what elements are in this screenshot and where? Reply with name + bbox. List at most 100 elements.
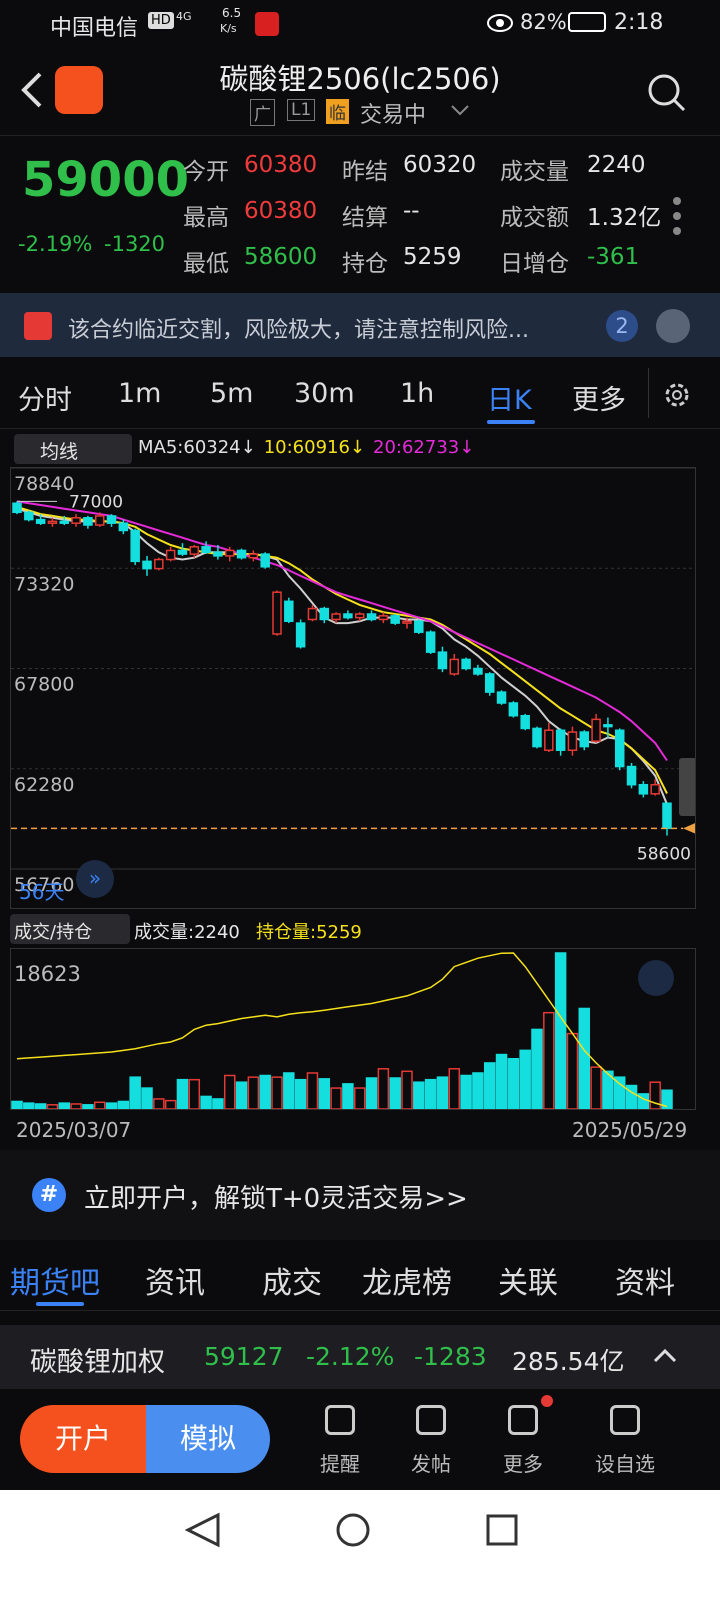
y-tick-label: 73320	[14, 573, 74, 595]
candle-body	[224, 549, 235, 557]
content-tab[interactable]: 资讯	[145, 1266, 205, 1301]
zoom-button[interactable]: »	[76, 860, 114, 898]
period-tab[interactable]: 1m	[118, 378, 162, 409]
search-button[interactable]	[646, 72, 688, 114]
candle-body	[544, 729, 554, 751]
content-tab[interactable]: 资料	[615, 1266, 675, 1301]
tag: 广	[250, 99, 275, 126]
volume-bar	[342, 1083, 354, 1109]
field-label: 成交额	[500, 205, 569, 231]
index-change-pct: -2.12%	[306, 1342, 395, 1371]
action-icon[interactable]	[508, 1405, 538, 1435]
volume-bar	[424, 1078, 437, 1109]
eye-icon	[487, 14, 513, 32]
settings-button[interactable]	[660, 378, 694, 412]
demo-button[interactable]: 模拟	[146, 1405, 270, 1473]
candle-body	[118, 522, 129, 532]
carrier: 中国电信	[50, 16, 139, 41]
candle-body	[307, 607, 318, 621]
expand-button[interactable]	[656, 309, 690, 343]
volume-bar	[223, 1074, 236, 1109]
volume-bar	[235, 1081, 248, 1109]
period-tab[interactable]: 分时	[18, 385, 72, 416]
promo-banner[interactable]	[0, 1150, 720, 1240]
volume-bar	[330, 1087, 342, 1109]
speed-value: 6.5	[222, 6, 242, 20]
action-icon[interactable]	[416, 1405, 446, 1435]
candle-body	[508, 702, 519, 717]
divider	[648, 368, 649, 418]
action-icon[interactable]	[610, 1405, 640, 1435]
volume-bar	[566, 1032, 579, 1109]
volume-bar	[613, 1076, 626, 1109]
field-value: 5259	[403, 244, 462, 270]
y-tick-label: 67800	[14, 674, 74, 696]
volume-bar	[70, 1103, 82, 1109]
back-button[interactable]	[16, 70, 46, 110]
volume-selector[interactable]: 成交/持仓	[10, 914, 130, 944]
candle-body	[484, 673, 495, 693]
volume-bar	[164, 1099, 177, 1109]
chevron	[451, 105, 469, 116]
action-label[interactable]: 设自选	[595, 1452, 655, 1476]
field-label: 最高	[183, 205, 229, 231]
action-icon[interactable]	[325, 1405, 355, 1435]
days-label: 56天	[19, 880, 65, 904]
volume-bar	[23, 1102, 35, 1109]
open-account-button[interactable]: 开户	[20, 1405, 146, 1473]
content-tab[interactable]: 成交	[262, 1266, 322, 1301]
candle-body	[437, 651, 448, 670]
volume-bar	[578, 1007, 591, 1109]
contract-title: 碳酸锂2506(lc2506)	[219, 62, 501, 96]
trade-status[interactable]: 交易中	[360, 103, 427, 128]
candle-body	[236, 549, 247, 559]
divider	[0, 135, 720, 136]
nav-buttons[interactable]	[180, 1505, 540, 1555]
more-dots[interactable]	[670, 196, 684, 236]
candle-body	[142, 560, 152, 570]
content-tab[interactable]: 期货吧	[10, 1266, 100, 1301]
clock: 2:18	[614, 10, 664, 35]
volume-bar	[401, 1070, 413, 1109]
index-bar[interactable]	[0, 1325, 720, 1389]
candle-body	[213, 551, 223, 557]
hd-badge: HD	[148, 12, 174, 29]
period-tab[interactable]: 日K	[487, 385, 532, 416]
alert-banner[interactable]	[0, 293, 720, 357]
volume-bar	[153, 1098, 165, 1109]
field-label: 持仓	[342, 251, 388, 277]
candle-body	[260, 553, 270, 568]
volume-bar	[531, 1028, 543, 1109]
volume-max-label: 18623	[14, 962, 81, 986]
content-tab[interactable]: 龙虎榜	[362, 1266, 452, 1301]
action-label[interactable]: 更多	[503, 1452, 543, 1476]
candle-body	[154, 558, 164, 570]
volume-bar	[413, 1081, 425, 1109]
volume-bar	[460, 1074, 472, 1109]
period-tab[interactable]: 5m	[210, 378, 254, 409]
volume-bar	[200, 1095, 212, 1109]
content-tab[interactable]: 关联	[498, 1266, 558, 1301]
action-label[interactable]: 提醒	[320, 1452, 360, 1476]
tag: L1	[287, 99, 316, 121]
period-tab[interactable]: 更多	[572, 385, 626, 416]
field-label: 最低	[183, 251, 229, 277]
volume-bar	[283, 1072, 295, 1109]
ma-selector[interactable]: 均线	[14, 434, 132, 464]
field-value: 60380	[244, 198, 318, 224]
candle-body	[614, 729, 625, 768]
candle-body	[638, 783, 649, 795]
tab-underline	[36, 1302, 84, 1306]
ma-label: 10:60916↓	[263, 437, 366, 458]
period-tab[interactable]: 30m	[294, 378, 355, 409]
period-tab[interactable]: 1h	[400, 378, 435, 409]
action-label[interactable]: 发帖	[411, 1452, 451, 1476]
oi-label: 持仓量:5259	[256, 922, 362, 943]
candle-body	[130, 529, 140, 563]
collapse-button[interactable]	[652, 1346, 678, 1366]
candle-body	[331, 613, 341, 621]
high-marker: 77000	[69, 492, 123, 512]
fullscreen-button[interactable]	[638, 960, 674, 996]
field-value: 2240	[587, 152, 646, 178]
